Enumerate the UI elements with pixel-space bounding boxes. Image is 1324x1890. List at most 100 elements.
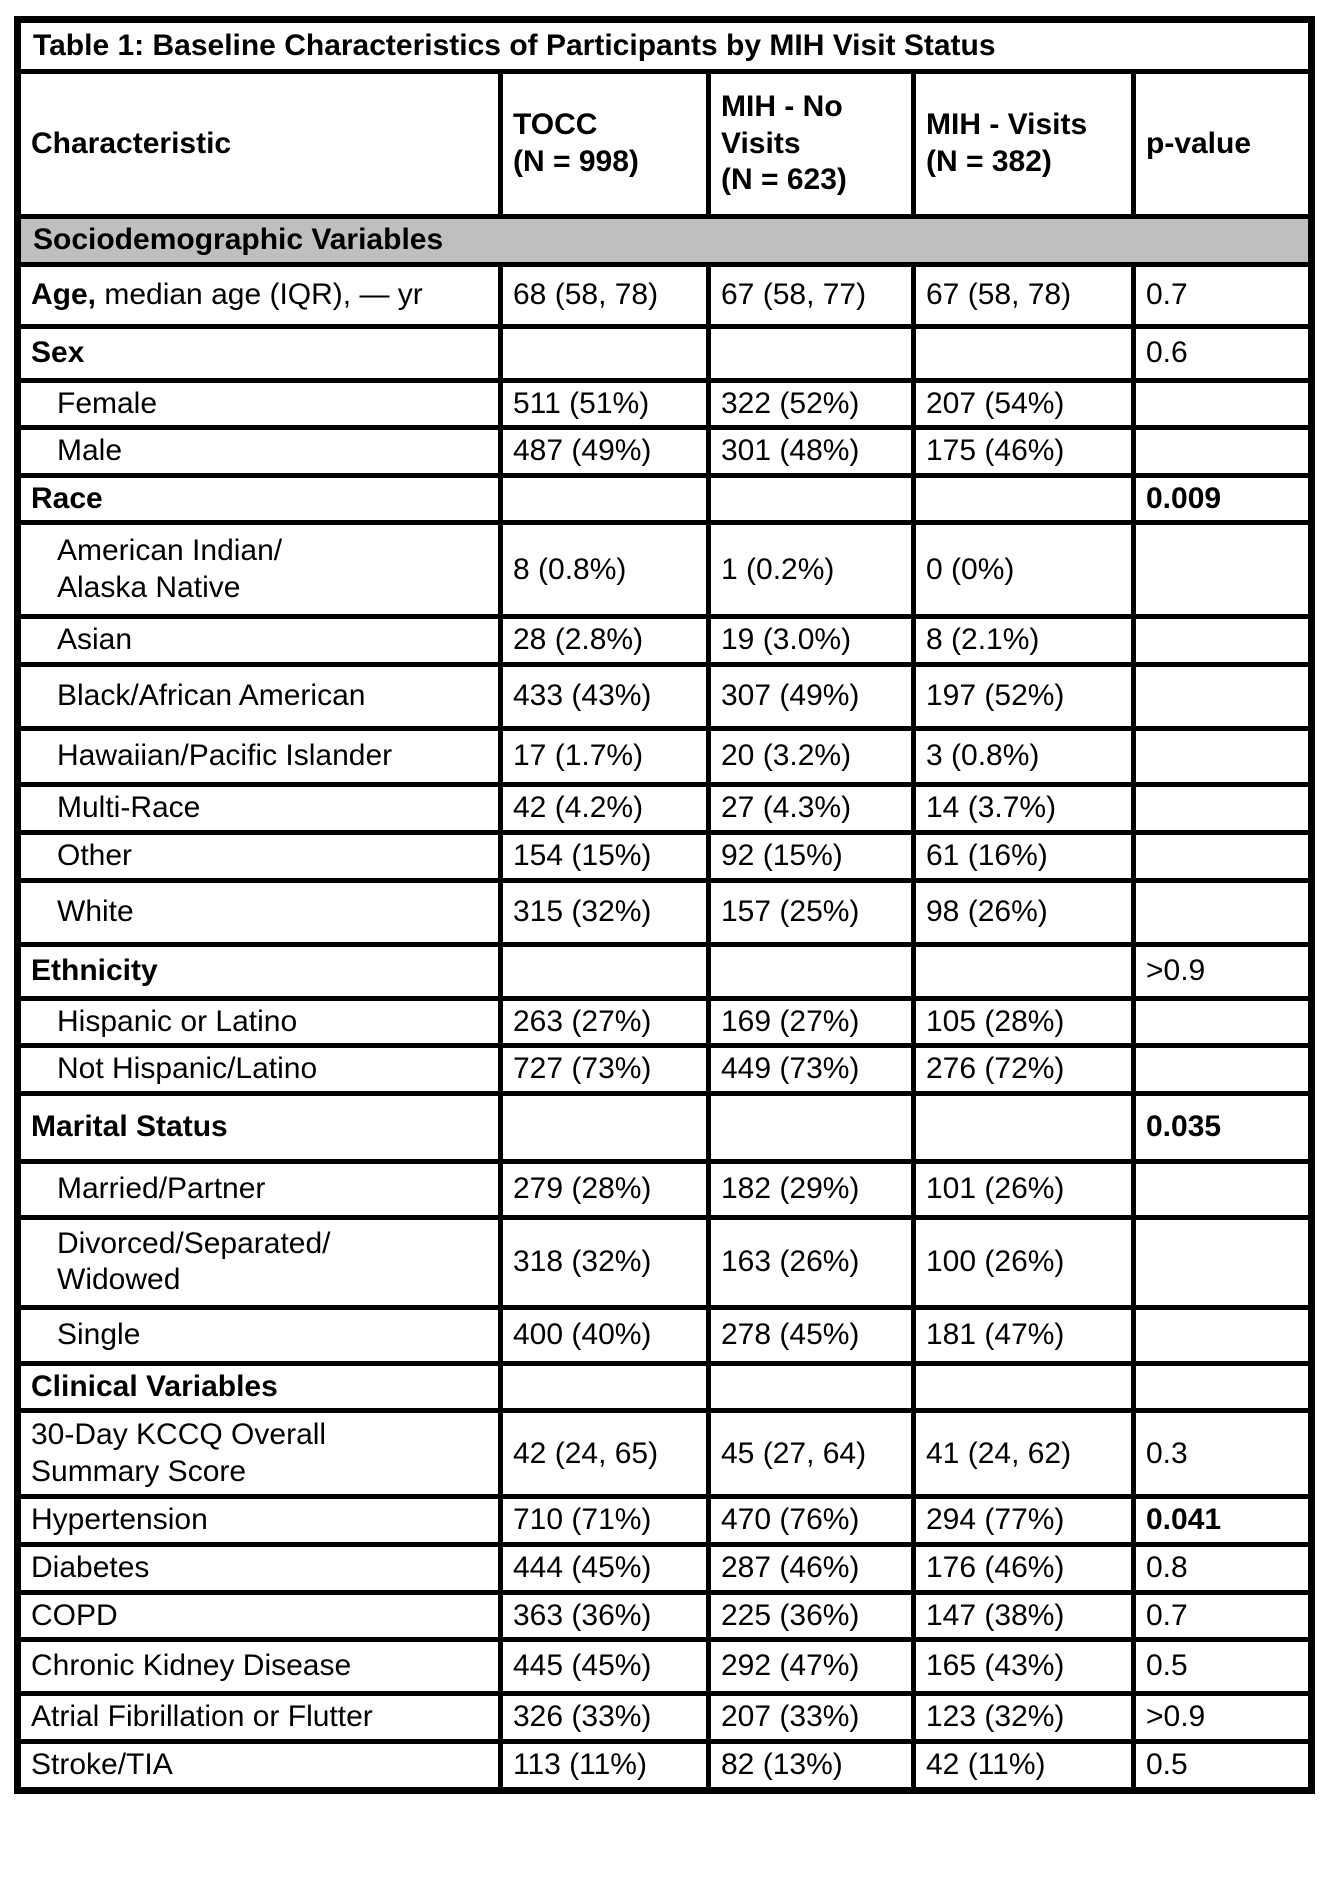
value-cell-mih-visits: 61 (16%) <box>911 829 1136 883</box>
row-label-cell: Chronic Kidney Disease <box>15 1637 503 1697</box>
p-value-cell <box>1130 725 1315 787</box>
sub-row: Hispanic or Latino 263 (27%) 169 (27%) 105 … <box>15 995 1315 1049</box>
p-value-cell: 0.5 <box>1130 1739 1315 1793</box>
row-label-cell: Black/African American <box>15 661 503 731</box>
value-cell-mih-visits: 0 (0%) <box>911 520 1136 620</box>
value-cell-mih-visits: 176 (46%) <box>911 1541 1136 1595</box>
value-cell-tocc: 487 (49%) <box>498 425 711 478</box>
section-row: Sociodemographic Variables <box>14 214 1315 267</box>
row-label-cell: Hispanic or Latino <box>15 995 503 1049</box>
value-cell-tocc <box>498 1090 711 1164</box>
group-row: Marital Status 0.035 <box>15 1090 1315 1164</box>
data-row: Age, median age (IQR), — yr 68 (58, 78) 67… <box>15 261 1315 329</box>
value-cell-tocc <box>498 941 711 1001</box>
value-cell-tocc: 42 (24, 65) <box>498 1408 711 1500</box>
value-cell-mih-no-visits: 157 (25%) <box>706 877 916 947</box>
value-cell-mih-no-visits: 1 (0.2%) <box>706 520 916 620</box>
value-cell-tocc <box>498 472 711 526</box>
value-cell-tocc <box>498 323 711 383</box>
value-cell-mih-visits: 101 (26%) <box>911 1158 1136 1220</box>
value-cell-mih-visits: 294 (77%) <box>911 1494 1136 1547</box>
value-cell-mih-no-visits: 20 (3.2%) <box>706 725 916 787</box>
value-cell-mih-no-visits <box>706 323 916 383</box>
sub-row: Hawaiian/Pacific Islander 17 (1.7%) 20 (3.… <box>15 725 1315 787</box>
value-cell-tocc: 444 (45%) <box>498 1541 711 1595</box>
value-cell-mih-no-visits: 301 (48%) <box>706 425 916 478</box>
value-cell-tocc: 363 (36%) <box>498 1589 711 1643</box>
value-cell-mih-visits <box>911 941 1136 1001</box>
col-header-characteristic: Characteristic <box>15 69 503 219</box>
p-value-cell: 0.3 <box>1130 1408 1315 1500</box>
p-value-cell: >0.9 <box>1130 941 1315 1001</box>
row-label-cell: Atrial Fibrillation or Flutter <box>15 1691 503 1745</box>
data-row: Hypertension 710 (71%) 470 (76%) 294 (77%) 0… <box>15 1494 1315 1547</box>
value-cell-mih-visits: 207 (54%) <box>911 377 1136 431</box>
p-value-cell <box>1130 520 1315 620</box>
value-cell-mih-no-visits: 278 (45%) <box>706 1304 916 1366</box>
value-cell-mih-visits: 8 (2.1%) <box>911 614 1136 667</box>
value-cell-mih-visits: 14 (3.7%) <box>911 781 1136 835</box>
value-cell-tocc: 400 (40%) <box>498 1304 711 1366</box>
sub-row: Multi-Race 42 (4.2%) 27 (4.3%) 14 (3.7%) <box>15 781 1315 835</box>
row-label-cell: Hawaiian/Pacific Islander <box>15 725 503 787</box>
group-row: Clinical Variables <box>15 1360 1315 1414</box>
p-value-cell: 0.6 <box>1130 323 1315 383</box>
value-cell-mih-visits: 98 (26%) <box>911 877 1136 947</box>
row-label-cell: Other <box>15 829 503 883</box>
data-row: COPD 363 (36%) 225 (36%) 147 (38%) 0.7 <box>15 1589 1315 1643</box>
data-row: Diabetes 444 (45%) 287 (46%) 176 (46%) 0.8 <box>15 1541 1315 1595</box>
value-cell-mih-visits <box>911 472 1136 526</box>
value-cell-mih-visits: 181 (47%) <box>911 1304 1136 1366</box>
value-cell-mih-no-visits: 45 (27, 64) <box>706 1408 916 1500</box>
value-cell-mih-visits: 165 (43%) <box>911 1637 1136 1697</box>
section-header: Sociodemographic Variables <box>14 214 1315 267</box>
value-cell-tocc: 433 (43%) <box>498 661 711 731</box>
sub-row: Male 487 (49%) 301 (48%) 175 (46%) <box>15 425 1315 478</box>
value-cell-mih-no-visits: 292 (47%) <box>706 1637 916 1697</box>
value-cell-mih-visits: 3 (0.8%) <box>911 725 1136 787</box>
value-cell-mih-no-visits: 470 (76%) <box>706 1494 916 1547</box>
col-header-mih-no-visits: MIH - No Visits (N = 623) <box>706 69 916 219</box>
row-label-cell: Female <box>15 377 503 431</box>
p-value-cell <box>1130 377 1315 431</box>
value-cell-mih-no-visits: 67 (58, 77) <box>706 261 916 329</box>
value-cell-tocc: 263 (27%) <box>498 995 711 1049</box>
row-label-cell: Ethnicity <box>15 941 503 1001</box>
row-label-cell: Clinical Variables <box>15 1360 503 1414</box>
value-cell-mih-no-visits: 19 (3.0%) <box>706 614 916 667</box>
value-cell-mih-no-visits: 449 (73%) <box>706 1043 916 1096</box>
row-label-cell: 30-Day KCCQ Overall Summary Score <box>15 1408 503 1500</box>
p-value-cell: 0.041 <box>1130 1494 1315 1547</box>
row-label-cell: Race <box>15 472 503 526</box>
value-cell-mih-visits: 41 (24, 62) <box>911 1408 1136 1500</box>
value-cell-mih-visits: 67 (58, 78) <box>911 261 1136 329</box>
sub-row: Single 400 (40%) 278 (45%) 181 (47%) <box>15 1304 1315 1366</box>
baseline-characteristics-table: Table 1: Baseline Characteristics of Par… <box>14 16 1316 1794</box>
data-row: Atrial Fibrillation or Flutter 326 (33%) 2… <box>15 1691 1315 1745</box>
value-cell-mih-visits: 100 (26%) <box>911 1214 1136 1310</box>
row-label-cell: Age, median age (IQR), — yr <box>15 261 503 329</box>
value-cell-tocc: 17 (1.7%) <box>498 725 711 787</box>
value-cell-tocc: 315 (32%) <box>498 877 711 947</box>
value-cell-mih-visits <box>911 1090 1136 1164</box>
value-cell-mih-visits <box>911 323 1136 383</box>
col-header-mih-visits: MIH - Visits (N = 382) <box>911 69 1136 219</box>
p-value-cell <box>1130 1158 1315 1220</box>
value-cell-mih-visits: 105 (28%) <box>911 995 1136 1049</box>
sub-row: Asian 28 (2.8%) 19 (3.0%) 8 (2.1%) <box>15 614 1315 667</box>
p-value-cell <box>1130 829 1315 883</box>
value-cell-mih-visits: 123 (32%) <box>911 1691 1136 1745</box>
value-cell-mih-no-visits: 82 (13%) <box>706 1739 916 1793</box>
value-cell-mih-no-visits <box>706 1360 916 1414</box>
sub-row: Divorced/Separated/ Widowed 318 (32%) 163 … <box>15 1214 1315 1310</box>
p-value-cell: 0.035 <box>1130 1090 1315 1164</box>
sub-row: Married/Partner 279 (28%) 182 (29%) 101 (26… <box>15 1158 1315 1220</box>
p-value-cell <box>1130 425 1315 478</box>
sub-row: White 315 (32%) 157 (25%) 98 (26%) <box>15 877 1315 947</box>
data-row: Chronic Kidney Disease 445 (45%) 292 (47%)… <box>15 1637 1315 1697</box>
table-body: Sociodemographic Variables Age, median ag… <box>14 214 1315 1793</box>
value-cell-mih-visits: 175 (46%) <box>911 425 1136 478</box>
value-cell-tocc: 318 (32%) <box>498 1214 711 1310</box>
table-title: Table 1: Baseline Characteristics of Par… <box>14 17 1315 74</box>
